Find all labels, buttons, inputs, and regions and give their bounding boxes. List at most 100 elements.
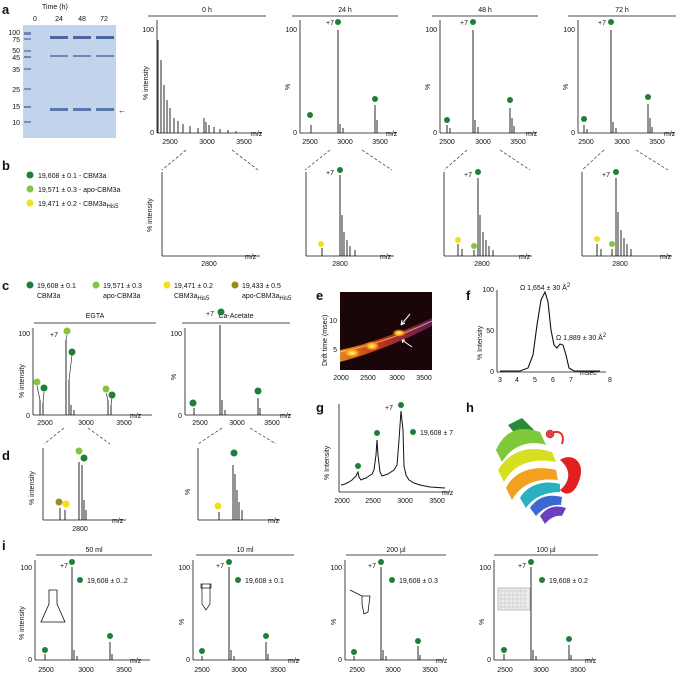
zoom-egta: % intensity 2800 m/z — [29, 447, 126, 533]
x-unit-label: m/z — [436, 658, 448, 665]
x-tick-label: 2800 — [332, 261, 348, 268]
peak-marker-dark-green — [189, 399, 197, 407]
gel-marker-label: 75 — [12, 37, 20, 44]
y-top-label: 100 — [563, 27, 575, 34]
x-tick-label: 3500 — [264, 420, 280, 427]
x-tick-label: 2500 — [38, 667, 54, 674]
x-unit-label: m/z — [519, 254, 531, 261]
x-tick-label: 3000 — [199, 139, 215, 146]
x-tick-label: 3500 — [510, 139, 526, 146]
x-tick-label: 3500 — [429, 498, 445, 505]
x-tick-label: 2500 — [192, 420, 208, 427]
legend-name: apo-CBM3a — [242, 293, 279, 300]
x-tick-label: 6 — [551, 377, 555, 384]
y-axis-label: % intensity — [29, 471, 36, 505]
charge-label: +7 — [326, 20, 334, 27]
gel-marker-label: 25 — [12, 87, 20, 94]
peak-marker-dark-green — [69, 559, 75, 565]
peak-marker-yellow — [62, 500, 70, 508]
y-mid-label: 50 — [486, 328, 494, 335]
native-ms-trace — [340, 410, 446, 489]
spectrum-title: 24 h — [338, 7, 352, 14]
peak-marker-dark-green — [355, 463, 361, 469]
x-tick-label: 3000 — [78, 667, 94, 674]
x-tick-label: 3000 — [397, 498, 413, 505]
charge-label: +7 — [206, 311, 214, 318]
flask-icon — [40, 589, 66, 623]
x-tick-label: 3500 — [416, 375, 432, 382]
peak-marker-dark-green — [68, 348, 76, 356]
x-unit-label: m/z — [585, 658, 597, 665]
peak-marker-dark-green — [566, 636, 572, 642]
zoom-connector — [43, 427, 111, 445]
x-tick-label: 2500 — [497, 667, 513, 674]
peak-marker-light-green — [75, 447, 83, 455]
x-unit-label: m/z — [251, 131, 263, 138]
x-tick-label: 2500 — [439, 139, 455, 146]
y-axis-label: % — [425, 84, 432, 90]
legend-subscript: His5 — [279, 296, 292, 302]
legend-entry: 19,571 ± 0.3 - apo-CBM3a — [38, 187, 121, 194]
y-tick-label: 10 — [329, 318, 337, 325]
x-tick-label: 3000 — [533, 667, 549, 674]
peak-marker-dark-green — [372, 96, 378, 102]
spectrum-title: 72 h — [615, 7, 629, 14]
y-top-label: 100 — [285, 27, 297, 34]
peak-marker-dark-green — [263, 633, 269, 639]
y-top-label: 100 — [330, 565, 342, 572]
mass-label: 19,608 ± 0.2 — [549, 578, 588, 585]
zoom-connector — [197, 427, 277, 445]
peak-marker-yellow — [455, 237, 461, 243]
x-unit-label: m/z — [442, 490, 454, 497]
spectrum-24h: 24 h 100 0 % +7 2500 3000 3500 m/z — [285, 7, 398, 146]
zoom-48h: +7 2800 m/z — [443, 169, 532, 268]
x-unit-label: m/z — [386, 131, 398, 138]
spectrum-native: % Intensity +7 19,608 ± 7 2000 2500 3000… — [324, 402, 454, 505]
zoom-ca-acetate: % m/z — [185, 448, 280, 525]
y-top-label: 100 — [479, 565, 491, 572]
peak-marker-yellow — [214, 502, 222, 510]
peak-marker-dark-green — [254, 387, 262, 395]
gel-title: Time (h) — [42, 4, 68, 11]
y-zero-label: 0 — [490, 369, 494, 376]
y-axis-label: % — [331, 619, 338, 625]
arrow-icon — [400, 313, 411, 326]
x-unit-label: m/z — [245, 254, 257, 261]
x-tick-label: 2500 — [365, 498, 381, 505]
gel-lane-label: 48 — [78, 16, 86, 23]
svg-text:apo-CBM3aHis5: apo-CBM3aHis5 — [242, 293, 292, 302]
peak-marker-light-green — [63, 327, 71, 335]
svg-text:CBM3aHis5: CBM3aHis5 — [174, 293, 210, 302]
legend-swatch — [163, 281, 171, 289]
charge-label: +7 — [518, 563, 526, 570]
spectrum-title: Ca-Acetate — [218, 313, 253, 320]
peak-marker-dark-green — [470, 19, 476, 25]
y-zero-label: 0 — [178, 413, 182, 420]
x-tick-label: 3500 — [116, 420, 132, 427]
gel-lane-labels: 0 24 48 72 — [33, 16, 108, 23]
x-tick-label: 3000 — [78, 420, 94, 427]
gel-marker-label: 100 — [8, 30, 20, 37]
legend-name: CBM3a — [37, 293, 60, 300]
legend-mass: 19,471 ± 0.2 — [174, 283, 213, 290]
svg-text:Ω 1,889 ± 30 Å2: Ω 1,889 ± 30 Å2 — [556, 333, 607, 342]
peak-marker-dark-green — [415, 638, 421, 644]
x-tick-label: 3000 — [389, 375, 405, 382]
legend-subscript: His5 — [197, 296, 210, 302]
spectrum-egta: EGTA 100 0 % intensity +7 2500 3000 3500… — [18, 313, 156, 427]
spectrum-10ml: 10 ml 100 0 % +7 19,608 ± 0.1 2500 3000 … — [178, 547, 300, 674]
peak-marker-yellow — [594, 236, 600, 242]
y-zero-label: 0 — [487, 657, 491, 664]
spectrum-title: 10 ml — [236, 547, 254, 554]
y-axis-label: % intensity — [147, 198, 154, 232]
x-tick-label: 2500 — [302, 139, 318, 146]
mass-label: 19,608 ± 7 — [420, 430, 453, 437]
gel-marker-label: 10 — [12, 120, 20, 127]
x-tick-label: 3500 — [570, 667, 586, 674]
peak-marker-dark-green — [307, 112, 313, 118]
peak-marker-dark-green — [217, 308, 225, 316]
y-top-label: 100 — [170, 331, 182, 338]
peak-marker-dark-green — [374, 430, 380, 436]
panel-label-b: b — [2, 158, 10, 173]
